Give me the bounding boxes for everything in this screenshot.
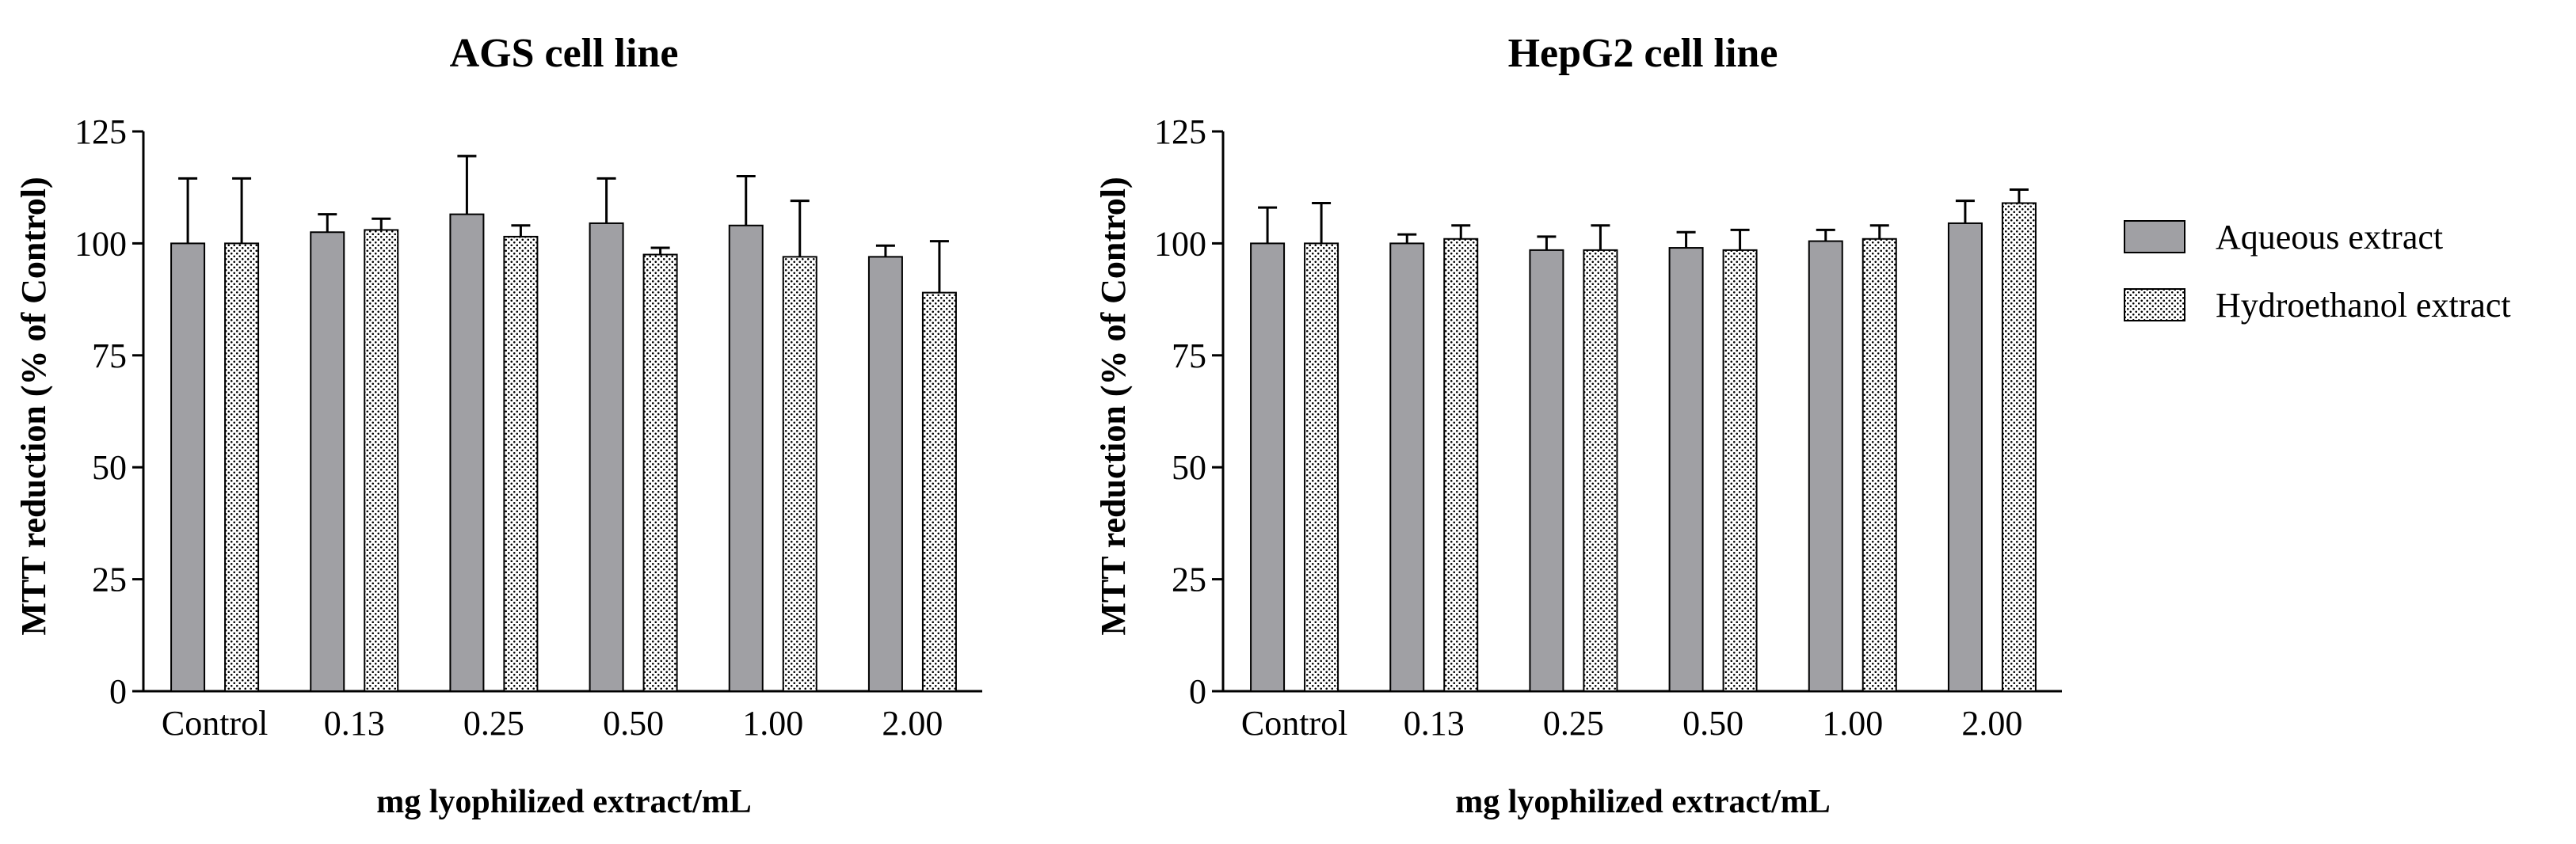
- x-tick-label: Control: [1241, 704, 1347, 743]
- x-tick-label: 0.50: [1682, 704, 1743, 743]
- x-tick-label: 1.00: [742, 704, 803, 743]
- bar-hydroethanol: [2001, 202, 2037, 693]
- legend-label-hydroethanol: Hydroethanol extract: [2216, 286, 2511, 325]
- bar-hydroethanol: [1443, 238, 1479, 692]
- x-tick-label: Control: [162, 704, 268, 743]
- x-axis-label: mg lyophilized extract/mL: [1455, 784, 1831, 820]
- y-tick-label: 75: [1172, 336, 1206, 375]
- x-tick-label: 2.00: [1961, 704, 2022, 743]
- x-tick-label: 0.25: [1543, 704, 1604, 743]
- chart-marks: 0 25 50 75 100 125 Control 0.13 0.25 0.50 1.00 2.00: [1154, 112, 2062, 743]
- y-tick-label: 25: [1172, 561, 1206, 599]
- y-axis-label: MTT reduction (% of Control): [1094, 177, 1133, 635]
- bar-hydroethanol: [1722, 249, 1758, 693]
- x-tick-label: 0.50: [603, 704, 664, 743]
- bar-aqueous: [449, 213, 485, 692]
- legend-item-hydroethanol: Hydroethanol extract: [2124, 286, 2511, 325]
- bar-aqueous: [867, 256, 903, 693]
- bar-hydroethanol: [642, 253, 678, 693]
- bar-aqueous: [1808, 240, 1843, 692]
- bar-aqueous: [1668, 247, 1704, 692]
- bar-aqueous: [1250, 242, 1286, 692]
- bar-aqueous: [310, 231, 345, 692]
- bar-aqueous: [728, 224, 764, 692]
- x-axis-label: mg lyophilized extract/mL: [376, 784, 752, 820]
- legend-label-aqueous: Aqueous extract: [2216, 218, 2443, 257]
- bar-hydroethanol: [1862, 238, 1897, 692]
- x-tick-label: 0.13: [324, 704, 385, 743]
- chart-title: AGS cell line: [450, 31, 679, 76]
- y-tick-label: 50: [92, 448, 127, 487]
- y-tick-label: 125: [1154, 112, 1206, 151]
- bar-aqueous: [589, 222, 624, 692]
- bar-hydroethanol: [503, 235, 539, 692]
- bar-hydroethanol: [1304, 242, 1339, 692]
- chart-marks: 0 25 50 75 100 125 Control 0.13 0.25 0.50 1.00 2.00: [74, 112, 982, 743]
- y-tick-label: 75: [92, 336, 127, 375]
- y-tick-label: 100: [74, 224, 127, 263]
- y-tick-label: 0: [1189, 672, 1206, 711]
- bar-hydroethanol: [782, 256, 817, 693]
- bar-hydroethanol: [364, 229, 399, 692]
- bar-aqueous: [1529, 249, 1564, 693]
- bar-hydroethanol: [1583, 249, 1618, 693]
- x-tick-label: 1.00: [1822, 704, 1883, 743]
- bar-aqueous: [170, 242, 206, 692]
- y-axis-label: MTT reduction (% of Control): [14, 177, 53, 635]
- chart-hepg2: HepG2 cell line MTT reduction (% of Cont…: [1094, 31, 2062, 820]
- y-tick-label: 0: [109, 672, 127, 711]
- legend-item-aqueous: Aqueous extract: [2124, 218, 2443, 257]
- legend-swatch-aqueous: [2124, 220, 2185, 253]
- legend-swatch-hydroethanol: [2124, 288, 2185, 321]
- chart-title: HepG2 cell line: [1508, 31, 1778, 76]
- bar-aqueous: [1947, 222, 1983, 692]
- chart-ags: AGS cell line MTT reduction (% of Contro…: [14, 31, 982, 820]
- y-tick-label: 25: [92, 561, 127, 599]
- x-tick-label: 0.13: [1404, 704, 1465, 743]
- y-tick-label: 125: [74, 112, 127, 151]
- bar-hydroethanol: [224, 242, 260, 692]
- y-tick-label: 100: [1154, 224, 1206, 263]
- bar-aqueous: [1389, 242, 1425, 692]
- x-tick-label: 0.25: [463, 704, 524, 743]
- x-tick-label: 2.00: [882, 704, 943, 743]
- bar-hydroethanol: [921, 291, 957, 692]
- y-tick-label: 50: [1172, 448, 1206, 487]
- legend: Aqueous extract Hydroethanol extract: [2124, 218, 2511, 325]
